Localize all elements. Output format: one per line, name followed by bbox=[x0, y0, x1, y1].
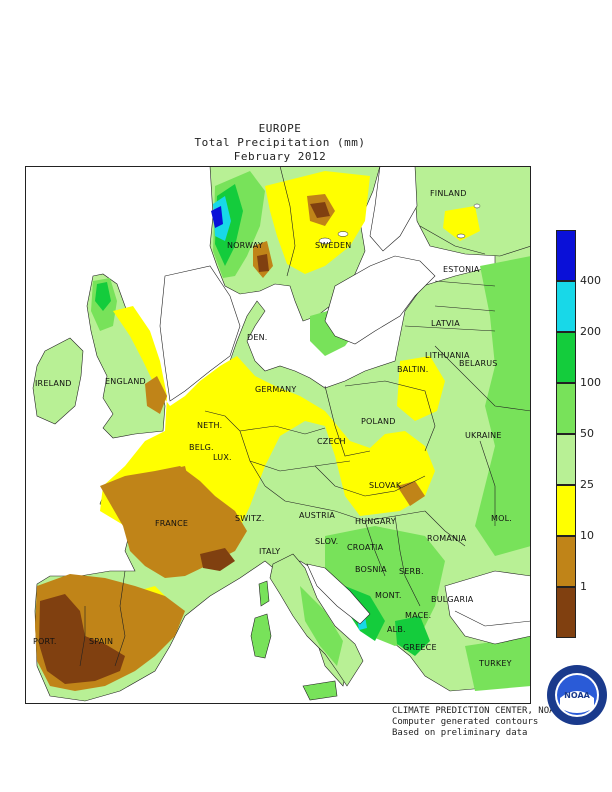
country-label-greece: GREECE bbox=[403, 643, 437, 652]
country-label-france: FRANCE bbox=[155, 519, 188, 528]
country-label-switz: SWITZ. bbox=[235, 514, 264, 523]
country-label-serb: SERB. bbox=[399, 567, 424, 576]
legend-tick-label: 25 bbox=[580, 478, 594, 491]
country-label-sweden: SWEDEN bbox=[315, 241, 351, 250]
land-and-fields: FINLAND NORWAY SWEDEN ESTONIA LATVIA LITHUANI… bbox=[32, 166, 531, 702]
zone-400-plus-norway bbox=[211, 206, 223, 228]
precipitation-map: FINLAND NORWAY SWEDEN ESTONIA LATVIA LITHUANI… bbox=[25, 166, 531, 704]
zone-1-10-france-north bbox=[165, 466, 190, 494]
country-label-germany: GERMANY bbox=[255, 385, 296, 394]
zone-50-100-east bbox=[475, 256, 531, 556]
map-title-block: EUROPE Total Precipitation (mm) February… bbox=[0, 122, 560, 164]
country-label-italy: ITALY bbox=[259, 547, 280, 556]
country-label-belarus: BELARUS bbox=[459, 359, 498, 368]
adriatic-sea bbox=[306, 563, 371, 625]
credits-line-1: CLIMATE PREDICTION CENTER, NOAA bbox=[392, 706, 560, 716]
country-label-finland: FINLAND bbox=[430, 189, 467, 198]
country-label-port: PORT. bbox=[33, 637, 57, 646]
legend-bin-100-200 bbox=[556, 332, 576, 383]
legend-bin-25-50 bbox=[556, 434, 576, 485]
north-sea bbox=[159, 265, 241, 402]
credits-line-2: Computer generated contours bbox=[392, 717, 539, 727]
ireland-base bbox=[32, 337, 84, 425]
country-label-lithuania: LITHUANIA bbox=[425, 351, 470, 360]
country-label-lux: LUX. bbox=[213, 453, 232, 462]
country-label-mace: MACE. bbox=[405, 611, 431, 620]
zone-100-200-greece bbox=[395, 616, 430, 656]
country-label-spain: SPAIN bbox=[89, 637, 113, 646]
title-variable: Total Precipitation (mm) bbox=[194, 136, 366, 149]
country-label-england: ENGLAND bbox=[105, 377, 146, 386]
country-label-norway: NORWAY bbox=[227, 241, 263, 250]
country-label-turkey: TURKEY bbox=[478, 659, 512, 668]
legend-bin-0-1 bbox=[556, 587, 576, 638]
legend-tick-label: 1 bbox=[580, 580, 587, 593]
baltic-sea bbox=[324, 255, 436, 345]
title-period: February 2012 bbox=[233, 150, 327, 163]
country-label-slovak: SLOVAK bbox=[369, 481, 402, 490]
country-label-alb: ALB. bbox=[387, 625, 406, 634]
country-label-estonia: ESTONIA bbox=[443, 265, 480, 274]
noaa-logo-bird bbox=[560, 691, 594, 713]
map-canvas: FINLAND NORWAY SWEDEN ESTONIA LATVIA LITHUANI… bbox=[25, 166, 531, 704]
title-region: EUROPE bbox=[258, 122, 302, 135]
country-label-croatia: CROATIA bbox=[347, 543, 384, 552]
country-label-den: DEN. bbox=[247, 333, 268, 342]
zone-1-10-france bbox=[100, 466, 247, 578]
legend-bin-200-400 bbox=[556, 281, 576, 332]
country-label-belg: BELG. bbox=[189, 443, 214, 452]
country-label-mont: MONT. bbox=[375, 591, 402, 600]
legend-tick-label: 400 bbox=[580, 274, 601, 287]
country-label-slov: SLOV. bbox=[315, 537, 338, 546]
legend-bin-1-10 bbox=[556, 536, 576, 587]
country-label-ireland: IRELAND bbox=[35, 379, 72, 388]
map-frame-border bbox=[25, 166, 531, 704]
zone-50-100-italy bbox=[300, 586, 343, 666]
zone-100-200-scotland bbox=[95, 282, 111, 311]
legend-bin-400+ bbox=[556, 230, 576, 281]
zone-10-25-finland bbox=[443, 206, 480, 241]
zone-0-1-sweden bbox=[310, 202, 330, 218]
noaa-logo-text: NOAA bbox=[564, 691, 590, 700]
zone-0-1-iberia bbox=[39, 594, 125, 684]
gulf-of-bothnia bbox=[369, 166, 418, 252]
legend-bin-10-25 bbox=[556, 485, 576, 536]
country-label-neth: NETH. bbox=[197, 421, 222, 430]
legend-tick-label: 50 bbox=[580, 427, 594, 440]
legend-tick-label: 200 bbox=[580, 325, 601, 338]
country-label-austria: AUSTRIA bbox=[299, 511, 335, 520]
country-label-poland: POLAND bbox=[361, 417, 396, 426]
credits-line-3: Based on preliminary data bbox=[392, 728, 528, 738]
country-borders bbox=[79, 166, 531, 667]
country-label-ukraine: UKRAINE bbox=[465, 431, 502, 440]
sicily bbox=[302, 680, 338, 701]
zone-1-10-hungary bbox=[397, 481, 425, 506]
precipitation-legend bbox=[556, 230, 578, 640]
corsica bbox=[258, 580, 270, 607]
sardinia bbox=[250, 613, 272, 659]
zone-0-1-norway bbox=[257, 254, 269, 272]
legend-tick-label: 100 bbox=[580, 376, 601, 389]
country-label-latvia: LATVIA bbox=[431, 319, 460, 328]
legend-bin-50-100 bbox=[556, 383, 576, 434]
credits-block: CLIMATE PREDICTION CENTER, NOAA Computer… bbox=[392, 706, 560, 739]
lakes bbox=[318, 203, 481, 245]
zone-1-10-england bbox=[145, 376, 167, 414]
zone-0-1-france bbox=[200, 548, 235, 571]
zone-50-100-turkey bbox=[465, 636, 531, 691]
legend-tick-label: 10 bbox=[580, 529, 594, 542]
country-label-baltin: BALTIN. bbox=[397, 365, 429, 374]
noaa-logo: NOAA bbox=[547, 665, 607, 725]
country-label-czech: CZECH bbox=[317, 437, 346, 446]
zone-10-25-poland bbox=[397, 356, 445, 421]
black-sea bbox=[444, 570, 531, 645]
country-label-hungary: HUNGARY bbox=[355, 517, 396, 526]
country-labels: FINLAND NORWAY SWEDEN ESTONIA LATVIA LITHUANI… bbox=[33, 189, 512, 668]
country-label-mol: MOL. bbox=[491, 514, 512, 523]
country-label-bulgaria: BULGARIA bbox=[431, 595, 474, 604]
country-label-romania: ROMANIA bbox=[427, 534, 467, 543]
country-label-bosnia: BOSNIA bbox=[355, 565, 387, 574]
